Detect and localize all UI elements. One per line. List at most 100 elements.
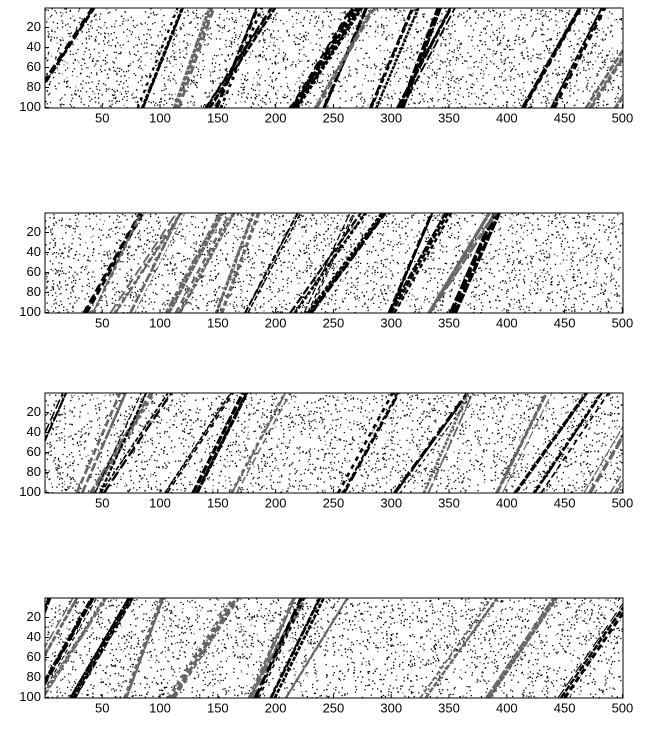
speckle [161,34,162,35]
speckle [115,97,116,98]
speckle [593,215,594,216]
speckle [183,236,184,237]
speckle [353,243,354,244]
speckle [255,98,256,99]
speckle [81,267,82,268]
speckle [593,233,594,234]
speckle [223,27,224,28]
speckle [504,71,505,72]
speckle [95,40,96,41]
speckle [167,264,168,265]
speckle [125,11,126,12]
speckle [299,270,300,271]
speckle [202,234,203,235]
speckle [492,53,493,54]
speckle [409,68,410,69]
speckle [51,269,52,270]
speckle [171,258,172,259]
speckle [272,73,273,74]
speckle [70,18,71,19]
speckle [570,85,571,86]
speckle [218,25,219,26]
speckle [522,73,523,74]
speckle [95,15,96,16]
speckle [134,97,135,98]
speckle [475,22,476,23]
speckle [562,241,563,242]
speckle [434,277,435,278]
speckle [115,98,116,99]
speckle [486,33,487,34]
speckle [132,216,133,217]
speckle [551,87,552,88]
speckle [301,60,302,61]
speckle [437,292,438,293]
speckle [604,59,605,60]
speckle [371,67,372,68]
speckle [260,56,261,57]
speckle [247,72,248,73]
speckle [61,15,62,16]
speckle [104,220,105,221]
speckle [421,308,422,309]
speckle [194,248,195,249]
speckle [119,101,120,102]
speckle [306,245,307,246]
speckle [247,300,248,301]
speckle [357,298,358,299]
speckle [380,260,381,261]
speckle [348,309,349,310]
speckle [499,300,500,301]
speckle [275,223,276,224]
speckle [231,17,232,18]
speckle [241,220,242,221]
speckle [490,307,491,308]
speckle [471,215,472,216]
speckle [86,42,87,43]
speckle [545,15,546,16]
speckle [524,42,525,43]
speckle [518,98,519,99]
speckle [228,54,229,55]
speckle [289,239,290,240]
speckle [583,243,584,244]
speckle [85,226,86,227]
speckle [263,40,264,41]
speckle [304,17,305,18]
speckle [504,27,505,28]
speckle [613,264,614,265]
speckle [140,68,141,69]
speckle [179,28,180,29]
speckle [470,308,471,309]
speckle [172,50,173,51]
speckle [53,223,54,224]
speckle [163,308,164,309]
speckle [493,285,494,286]
speckle [175,36,176,37]
speckle [615,235,616,236]
speckle [245,297,246,298]
speckle [203,298,204,299]
speckle [509,258,510,259]
speckle [258,249,259,250]
speckle [479,62,480,63]
speckle [386,39,387,40]
speckle [169,273,170,274]
speckle [90,54,91,55]
speckle [150,214,151,215]
speckle [320,266,321,267]
speckle [179,52,180,53]
speckle [92,271,93,272]
speckle [278,62,279,63]
speckle [437,91,438,92]
speckle [498,254,499,255]
speckle [158,36,159,37]
speckle [609,51,610,52]
speckle [512,227,513,228]
speckle [224,106,225,107]
speckle [344,298,345,299]
speckle [392,38,393,39]
speckle [128,66,129,67]
speckle [61,20,62,21]
speckle [535,239,536,240]
